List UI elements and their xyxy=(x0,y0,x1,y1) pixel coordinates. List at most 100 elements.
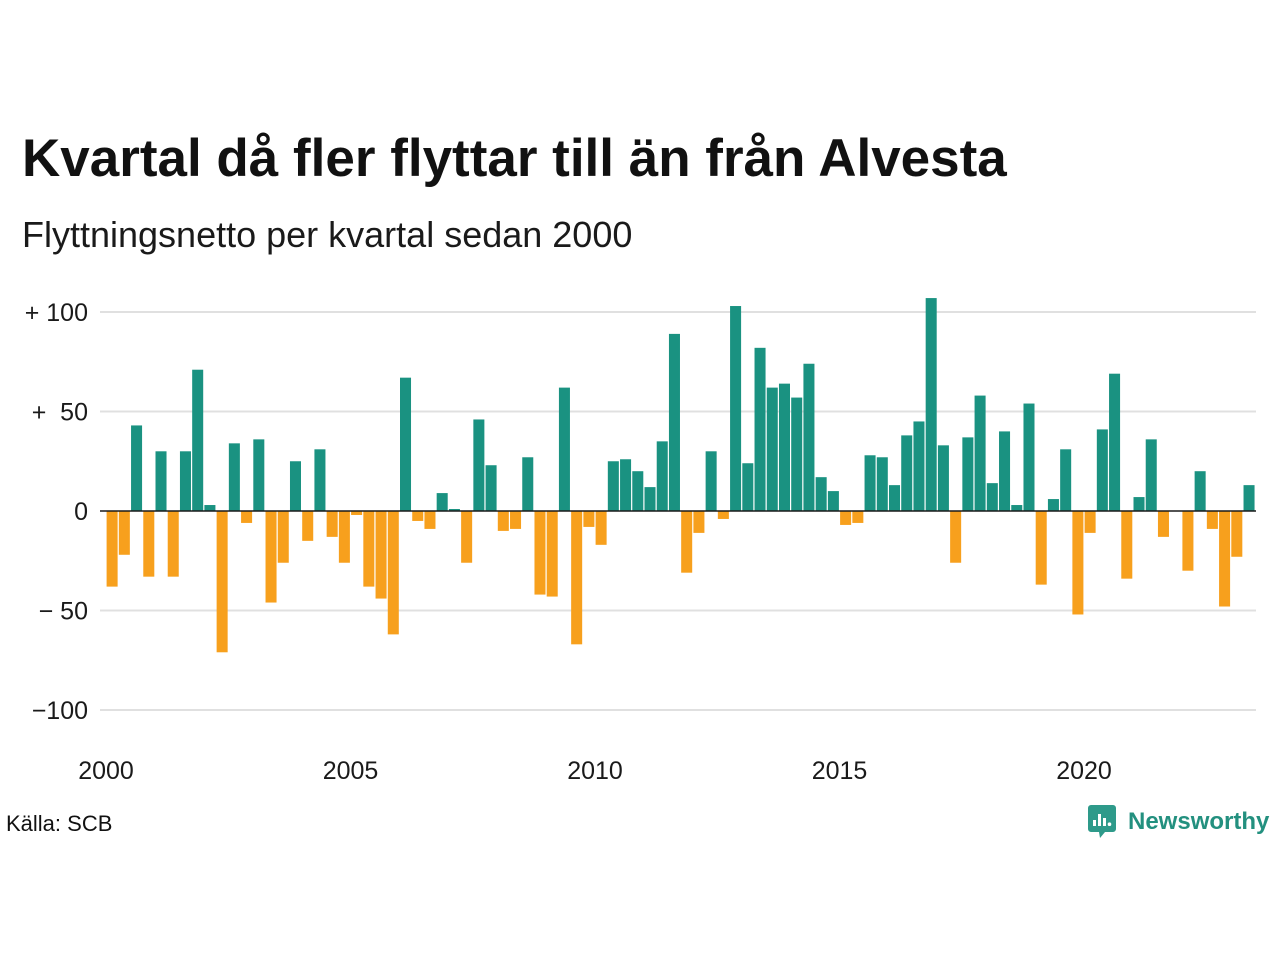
bar-positive xyxy=(1011,505,1023,511)
bar-positive xyxy=(656,441,668,511)
bar-positive xyxy=(558,387,570,511)
bar-positive xyxy=(778,383,790,511)
bar-negative xyxy=(375,511,387,599)
bar-negative xyxy=(143,511,155,577)
chart-subtitle: Flyttningsnetto per kvartal sedan 2000 xyxy=(22,214,633,255)
bar-positive xyxy=(400,377,412,511)
source-note: Källa: SCB xyxy=(6,811,113,836)
bar-negative xyxy=(118,511,130,555)
bar-positive xyxy=(876,457,888,511)
bar-positive xyxy=(1096,429,1108,511)
bar-positive xyxy=(485,465,497,511)
bar-positive xyxy=(314,449,326,511)
bar-positive xyxy=(1133,497,1145,511)
bar-positive xyxy=(889,485,901,511)
bar-positive xyxy=(815,477,827,511)
bar-positive xyxy=(253,439,265,511)
x-tick-label: 2015 xyxy=(812,757,868,785)
bar-negative xyxy=(1206,511,1218,529)
bar-negative xyxy=(424,511,436,529)
bar-negative xyxy=(461,511,473,563)
bar-positive xyxy=(1047,499,1059,511)
bar-positive xyxy=(473,419,485,511)
bar-negative xyxy=(693,511,705,533)
bar-positive xyxy=(192,369,204,511)
bar-positive xyxy=(522,457,534,511)
bar-negative xyxy=(717,511,729,519)
bar-positive xyxy=(289,461,301,511)
bar-negative xyxy=(412,511,424,521)
bars xyxy=(106,298,1255,653)
bar-positive xyxy=(1145,439,1157,511)
bar-positive xyxy=(1243,485,1255,511)
bar-negative xyxy=(1157,511,1169,537)
bar-positive xyxy=(913,421,925,511)
bar-negative xyxy=(583,511,595,527)
bar-negative xyxy=(1035,511,1047,585)
bar-negative xyxy=(497,511,509,531)
bar-positive xyxy=(620,459,632,511)
bar-negative xyxy=(216,511,228,653)
newsworthy-logo: Newsworthy xyxy=(1088,804,1269,840)
bar-positive xyxy=(644,487,656,511)
bar-negative xyxy=(277,511,289,563)
bar-positive xyxy=(1023,403,1035,511)
bar-positive xyxy=(1060,449,1072,511)
bar-positive xyxy=(925,298,937,511)
bar-negative xyxy=(1121,511,1133,579)
bar-positive xyxy=(754,347,766,511)
y-tick-label: − 50 xyxy=(39,598,88,626)
y-tick-label: + 50 xyxy=(32,399,88,427)
bar-negative xyxy=(326,511,338,537)
bar-negative xyxy=(840,511,852,525)
bar-positive xyxy=(730,306,742,511)
bar-negative xyxy=(681,511,693,573)
bar-negative xyxy=(241,511,253,523)
bar-positive xyxy=(179,451,191,511)
bar-negative xyxy=(1219,511,1231,607)
bar-positive xyxy=(448,509,460,511)
bar-negative xyxy=(387,511,399,635)
bar-positive xyxy=(864,455,876,511)
bar-negative xyxy=(351,511,363,515)
x-tick-label: 2020 xyxy=(1056,757,1112,785)
bar-negative xyxy=(1182,511,1194,571)
bar-negative xyxy=(1072,511,1084,615)
bar-negative xyxy=(950,511,962,563)
bar-positive xyxy=(827,491,839,511)
y-tick-label: −100 xyxy=(32,697,88,725)
bar-positive xyxy=(228,443,240,511)
bar-positive xyxy=(791,397,803,511)
x-tick-label: 2000 xyxy=(78,757,134,785)
bar-positive xyxy=(999,431,1011,511)
bar-positive xyxy=(937,445,949,511)
bar-negative xyxy=(265,511,277,603)
bar-positive xyxy=(1194,471,1206,511)
bar-positive xyxy=(803,363,815,511)
x-axis-labels: 2000 2005 2010 2015 2020 xyxy=(78,757,1112,785)
bar-chart: + 100 + 50 0 − 50 −100 2000 2005 2010 2015 2020 xyxy=(25,298,1256,785)
bar-positive xyxy=(131,425,143,511)
gridlines xyxy=(100,311,1256,711)
bar-negative xyxy=(1231,511,1243,557)
chart-title: Kvartal då fler flyttar till än från Alv… xyxy=(22,129,1007,188)
bar-negative xyxy=(595,511,607,545)
logo-text: Newsworthy xyxy=(1128,808,1270,835)
bar-negative xyxy=(106,511,118,587)
bar-negative xyxy=(1084,511,1096,533)
bar-negative xyxy=(852,511,864,523)
bar-positive xyxy=(632,471,644,511)
bar-positive xyxy=(607,461,619,511)
bar-negative xyxy=(338,511,350,563)
bar-positive xyxy=(974,395,986,511)
bar-positive xyxy=(986,483,998,511)
bar-positive xyxy=(705,451,717,511)
x-tick-label: 2005 xyxy=(323,757,379,785)
bar-negative xyxy=(546,511,558,597)
bar-positive xyxy=(742,463,754,511)
bar-positive xyxy=(436,493,448,511)
bar-negative xyxy=(534,511,546,595)
bar-negative xyxy=(363,511,375,587)
bar-positive xyxy=(1109,373,1121,511)
newsworthy-logo-icon xyxy=(1088,805,1116,838)
